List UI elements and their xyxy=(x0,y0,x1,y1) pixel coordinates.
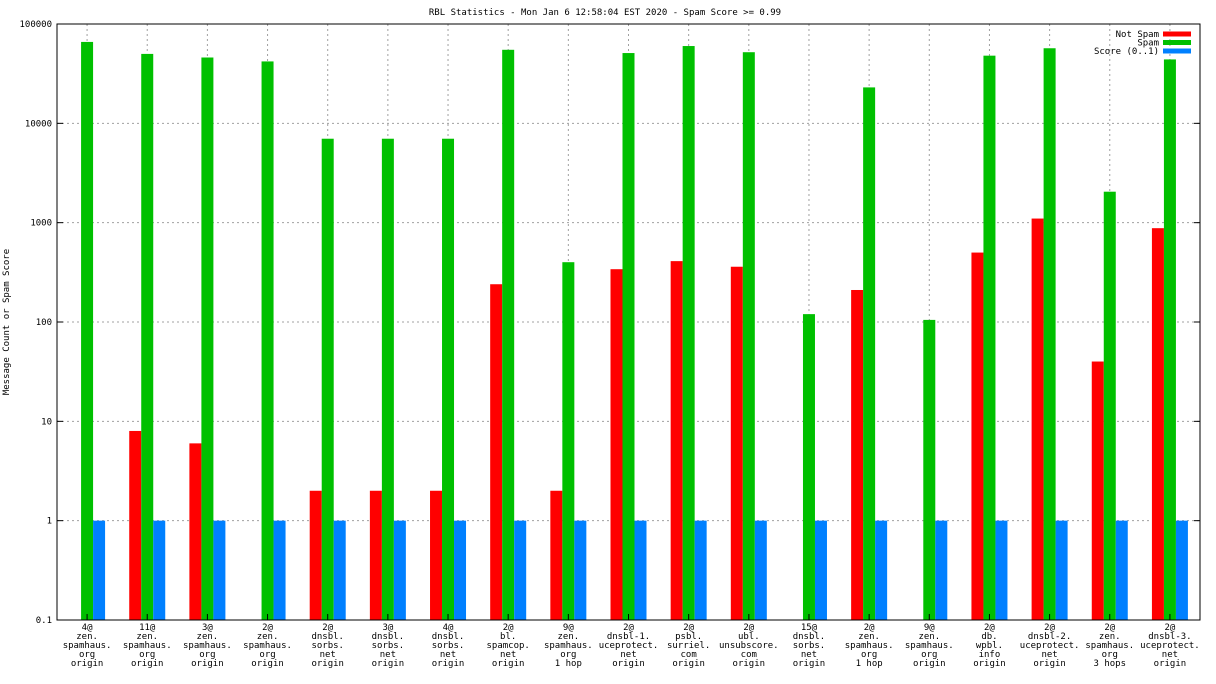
bar-not-spam xyxy=(1031,218,1044,620)
bar-not-spam xyxy=(1091,361,1104,620)
x-tick-label: 2@ zen. spamhaus. org 3 hops xyxy=(1085,623,1134,669)
bar-spam xyxy=(502,49,515,620)
y-axis-ticks: 0.1 1 10 100 1000 10000 100000 xyxy=(19,20,1200,626)
bar-not-spam xyxy=(670,261,683,620)
bar-spam xyxy=(983,55,996,620)
legend-swatch xyxy=(1163,48,1191,54)
bar-score-0-1 xyxy=(634,520,647,620)
bar-score-0-1 xyxy=(814,520,827,620)
bar-spam xyxy=(1043,48,1056,621)
y-axis-label: Message Count or Spam Score xyxy=(2,249,12,395)
bar-spam xyxy=(622,53,635,620)
y-tick-label: 0.1 xyxy=(36,616,52,626)
x-tick-label: 4@ dnsbl. sorbs. net origin xyxy=(432,623,465,669)
bar-spam xyxy=(261,61,274,621)
bar-spam xyxy=(863,87,876,620)
bar-score-0-1 xyxy=(514,520,527,620)
bar-score-0-1 xyxy=(93,520,106,620)
bar-spam xyxy=(141,53,154,620)
x-tick-label: 11@ zen. spamhaus. org origin xyxy=(123,623,172,669)
x-tick-label: 2@ bl. spamcop. net origin xyxy=(487,623,530,669)
bar-spam xyxy=(923,319,936,620)
bar-spam xyxy=(1163,59,1176,620)
legend-swatch xyxy=(1163,40,1191,45)
legend-label: Not Spam xyxy=(1116,30,1159,40)
y-tick-label: 1 xyxy=(47,517,52,527)
x-tick-label: 4@ zen. spamhaus. org origin xyxy=(63,623,112,669)
bar-spam xyxy=(1103,191,1116,621)
bar-spam xyxy=(201,57,214,620)
bar-score-0-1 xyxy=(574,520,587,620)
bar-score-0-1 xyxy=(754,520,767,620)
bar-not-spam xyxy=(851,289,864,620)
chart-title: RBL Statistics - Mon Jan 6 12:58:04 EST … xyxy=(429,8,781,18)
bar-spam xyxy=(682,46,695,620)
bar-score-0-1 xyxy=(153,520,166,620)
bar-not-spam xyxy=(189,443,202,620)
bar-spam xyxy=(81,41,94,621)
x-tick-label: 9@ zen. spamhaus. org 1 hop xyxy=(544,623,593,669)
bar-score-0-1 xyxy=(273,520,286,620)
x-tick-label: 2@ ubl. unsubscore. com origin xyxy=(719,623,779,669)
legend-label: Score (0..1) xyxy=(1094,47,1159,57)
y-tick-label: 10 xyxy=(41,417,52,427)
bar-not-spam xyxy=(730,266,743,620)
bar-score-0-1 xyxy=(1055,520,1068,620)
x-tick-label: 2@ dnsbl-1. uceprotect. net origin xyxy=(599,623,659,669)
x-tick-label: 2@ zen. spamhaus. org 1 hop xyxy=(845,623,894,669)
x-tick-label: 2@ zen. spamhaus. org origin xyxy=(243,623,292,669)
bar-not-spam xyxy=(430,490,443,620)
y-tick-label: 100000 xyxy=(19,20,52,30)
bar-score-0-1 xyxy=(454,520,467,620)
x-tick-label: 2@ dnsbl-2. uceprotect. net origin xyxy=(1020,623,1080,669)
bar-spam xyxy=(742,52,755,621)
x-tick-label: 15@ dnsbl. sorbs. net origin xyxy=(793,623,826,669)
y-tick-label: 10000 xyxy=(25,119,52,129)
bar-spam xyxy=(321,138,334,620)
x-tick-label: 2@ db. wpbl. info origin xyxy=(973,623,1006,669)
bar-spam xyxy=(442,138,455,620)
bar-spam xyxy=(562,262,575,620)
x-tick-label: 3@ dnsbl. sorbs. net origin xyxy=(372,623,405,669)
bar-score-0-1 xyxy=(995,520,1008,620)
bars xyxy=(81,41,1188,621)
bar-score-0-1 xyxy=(393,520,406,620)
bar-score-0-1 xyxy=(875,520,888,620)
bar-not-spam xyxy=(971,252,984,621)
bar-score-0-1 xyxy=(694,520,707,620)
bar-not-spam xyxy=(610,269,623,620)
bar-not-spam xyxy=(490,284,503,620)
bar-spam xyxy=(802,314,815,620)
bar-score-0-1 xyxy=(1175,520,1188,620)
bar-score-0-1 xyxy=(1115,520,1128,620)
bar-score-0-1 xyxy=(333,520,346,620)
x-tick-label: 3@ zen. spamhaus. org origin xyxy=(183,623,232,669)
x-tick-label: 2@ dnsbl-3. uceprotect. net origin xyxy=(1140,623,1200,669)
bar-not-spam xyxy=(129,430,142,620)
bar-not-spam xyxy=(550,490,563,620)
x-tick-label: 2@ psbl. surriel. com origin xyxy=(667,623,710,669)
bar-not-spam xyxy=(1151,228,1164,620)
legend-label: Spam xyxy=(1137,39,1159,49)
y-tick-label: 1000 xyxy=(30,219,52,229)
y-tick-label: 100 xyxy=(36,318,52,328)
bar-score-0-1 xyxy=(935,520,948,620)
bar-score-0-1 xyxy=(213,520,226,620)
bar-not-spam xyxy=(369,490,382,620)
x-tick-label: 9@ zen. spamhaus. org origin xyxy=(905,623,954,669)
x-tick-label: 2@ dnsbl. sorbs. net origin xyxy=(311,623,344,669)
bar-not-spam xyxy=(309,490,322,620)
legend-swatch xyxy=(1163,31,1191,37)
bar-spam xyxy=(381,138,394,620)
